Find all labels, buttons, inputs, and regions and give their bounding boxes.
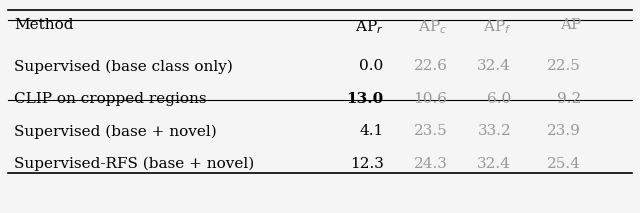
Text: 0.0: 0.0 <box>360 59 384 73</box>
Text: 9.2: 9.2 <box>557 92 581 106</box>
Text: 25.4: 25.4 <box>547 157 581 171</box>
Text: Supervised-RFS (base + novel): Supervised-RFS (base + novel) <box>14 157 254 171</box>
Text: 6.0: 6.0 <box>487 92 511 106</box>
Text: 32.4: 32.4 <box>477 157 511 171</box>
Text: AP$_r$: AP$_r$ <box>355 18 384 36</box>
Text: Supervised (base class only): Supervised (base class only) <box>14 59 233 73</box>
Text: 13.0: 13.0 <box>346 92 384 106</box>
Text: Method: Method <box>14 18 74 32</box>
Text: 12.3: 12.3 <box>350 157 384 171</box>
Text: 4.1: 4.1 <box>360 124 384 138</box>
Text: 23.5: 23.5 <box>413 124 447 138</box>
Text: 33.2: 33.2 <box>477 124 511 138</box>
Text: AP$_f$: AP$_f$ <box>483 18 511 36</box>
Text: AP: AP <box>560 18 581 32</box>
Text: 10.6: 10.6 <box>413 92 447 106</box>
Text: 22.6: 22.6 <box>413 59 447 73</box>
Text: 24.3: 24.3 <box>413 157 447 171</box>
Text: CLIP on cropped regions: CLIP on cropped regions <box>14 92 207 106</box>
Text: Supervised (base + novel): Supervised (base + novel) <box>14 124 217 139</box>
Text: 23.9: 23.9 <box>547 124 581 138</box>
Text: 22.5: 22.5 <box>547 59 581 73</box>
Text: 32.4: 32.4 <box>477 59 511 73</box>
Text: AP$_c$: AP$_c$ <box>418 18 447 36</box>
